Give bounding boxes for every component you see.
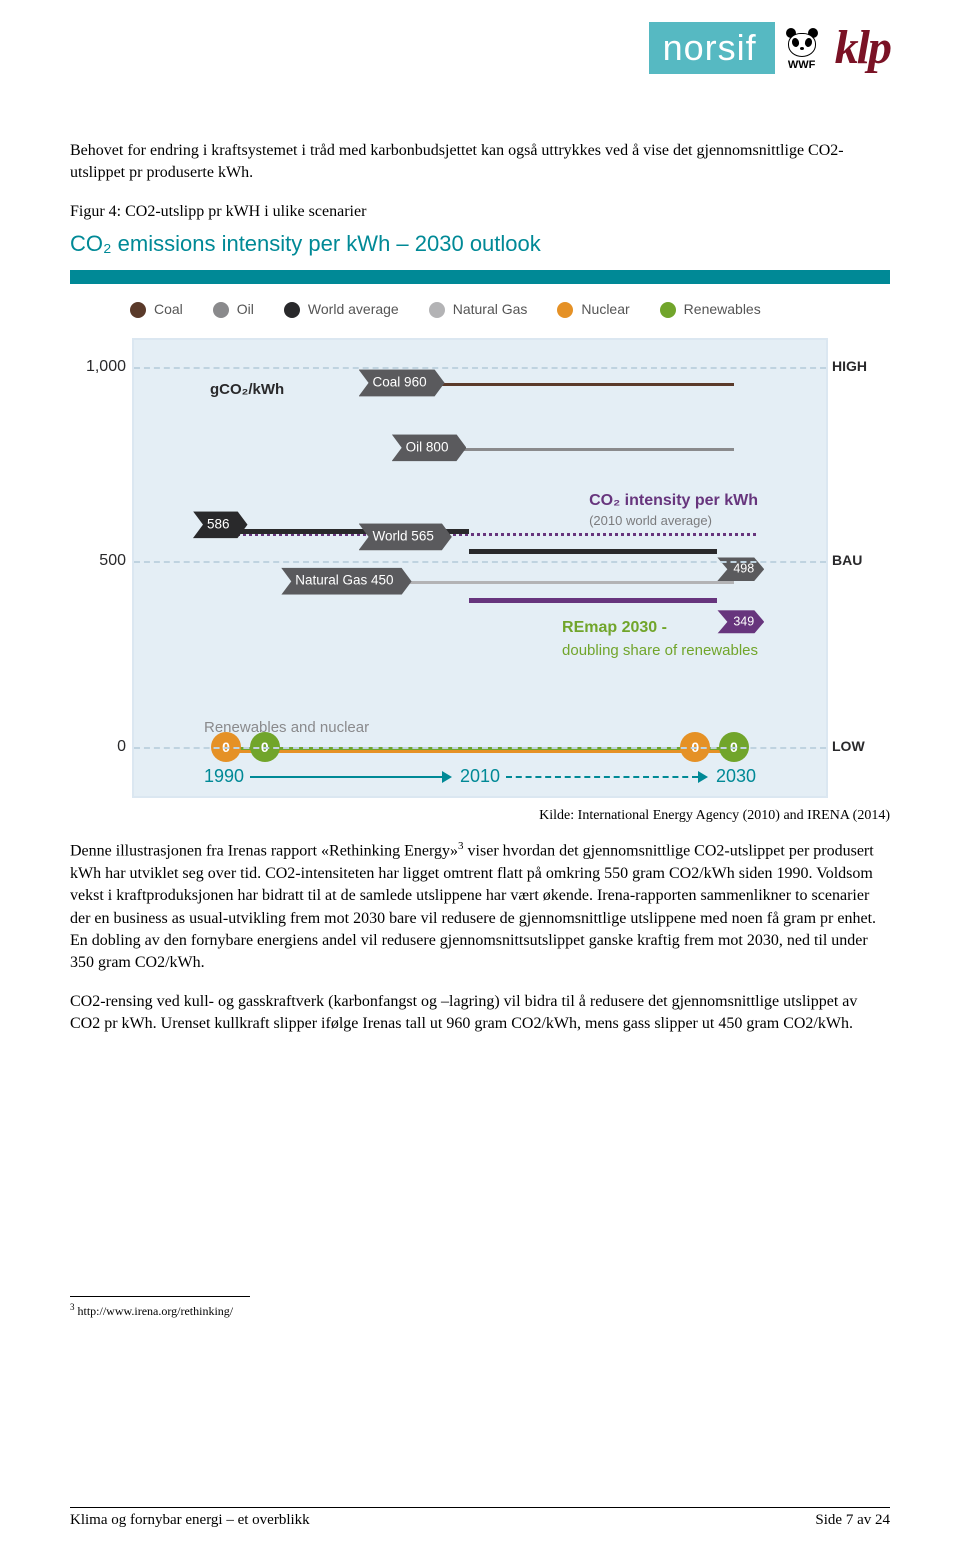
legend-dot-icon bbox=[557, 302, 573, 318]
x-tick: 2010 bbox=[460, 764, 500, 789]
chart-data-chip: World 565 bbox=[359, 523, 452, 550]
legend-label: Oil bbox=[237, 300, 254, 320]
right-axis-label: LOW bbox=[832, 738, 888, 758]
legend-dot-icon bbox=[660, 302, 676, 318]
legend-item: Natural Gas bbox=[429, 300, 528, 320]
chart-line bbox=[458, 448, 734, 451]
legend-label: Renewables bbox=[684, 300, 761, 320]
chart-title: CO₂ emissions intensity per kWh – 2030 o… bbox=[70, 229, 890, 260]
x-tick: 2030 bbox=[716, 764, 756, 789]
legend-item: Oil bbox=[213, 300, 254, 320]
wwf-logo: WWF bbox=[783, 25, 821, 71]
chart-line bbox=[226, 750, 734, 753]
legend-item: Renewables bbox=[660, 300, 761, 320]
y-tick-label: 1,000 bbox=[76, 356, 126, 378]
chart-data-chip: Oil 800 bbox=[392, 434, 467, 461]
chart-line bbox=[469, 598, 717, 603]
co2-intensity-annotation: CO₂ intensity per kWh (2010 world averag… bbox=[589, 490, 758, 531]
chart-data-chip: 586 bbox=[193, 511, 248, 538]
footnote-text: http://www.irena.org/rethinking/ bbox=[75, 1304, 234, 1318]
x-arrow-dashed-icon bbox=[506, 768, 710, 786]
body-paragraph-2: CO2-rensing ved kull- og gasskraftverk (… bbox=[70, 991, 890, 1036]
remap-line2: doubling share of renewables bbox=[562, 640, 758, 661]
legend-label: World average bbox=[308, 300, 399, 320]
wwf-text: WWF bbox=[788, 60, 815, 71]
klp-logo: klp bbox=[829, 24, 890, 72]
page-footer: Klima og fornybar energi – et overblikk … bbox=[70, 1507, 890, 1531]
legend-label: Nuclear bbox=[581, 300, 629, 320]
annot-line2: (2010 world average) bbox=[589, 512, 758, 530]
x-tick: 1990 bbox=[204, 764, 244, 789]
legend-label: Coal bbox=[154, 300, 183, 320]
chart-container: CO₂ emissions intensity per kWh – 2030 o… bbox=[70, 229, 890, 797]
chart-line bbox=[469, 549, 717, 554]
y-tick-label: 0 bbox=[76, 736, 126, 758]
body-paragraph-1: Denne illustrasjonen fra Irenas rapport … bbox=[70, 839, 890, 975]
legend-dot-icon bbox=[284, 302, 300, 318]
header-logos: norsif WWF klp bbox=[649, 22, 890, 74]
para1-part-b: viser hvordan det gjennomsnittlige CO2-u… bbox=[70, 842, 876, 971]
legend-item: Coal bbox=[130, 300, 183, 320]
chart-plot: gCO₂/kWh CO₂ intensity per kWh (2010 wor… bbox=[132, 338, 828, 798]
chart-data-chip: Natural Gas 450 bbox=[281, 568, 411, 595]
chart-legend: Coal Oil World average Natural Gas Nuclear Re… bbox=[70, 284, 890, 338]
x-arrow-solid-icon bbox=[250, 768, 454, 786]
footer-right: Side 7 av 24 bbox=[815, 1510, 890, 1531]
annot-line1: CO₂ intensity per kWh bbox=[589, 490, 758, 512]
legend-dot-icon bbox=[130, 302, 146, 318]
footnote-separator bbox=[70, 1296, 250, 1297]
figure-caption: Figur 4: CO2-utslipp pr kWH i ulike scen… bbox=[70, 201, 890, 223]
legend-dot-icon bbox=[213, 302, 229, 318]
chart-line bbox=[436, 383, 734, 386]
x-axis: 1990 2010 2030 bbox=[204, 764, 756, 789]
chart-line bbox=[403, 581, 734, 584]
y-tick-label: 500 bbox=[76, 550, 126, 572]
y-axis-unit: gCO₂/kWh bbox=[210, 379, 284, 400]
intro-paragraph: Behovet for endring i kraftsystemet i tr… bbox=[70, 140, 890, 185]
para1-part-a: Denne illustrasjonen fra Irenas rapport … bbox=[70, 842, 458, 859]
chart-topbar bbox=[70, 270, 890, 284]
source-line: Kilde: International Energy Agency (2010… bbox=[70, 806, 890, 826]
footnote: 3 http://www.irena.org/rethinking/ bbox=[70, 1301, 890, 1320]
chart-data-chip: Coal 960 bbox=[359, 369, 445, 396]
norsif-logo: norsif bbox=[649, 22, 775, 74]
legend-label: Natural Gas bbox=[453, 300, 528, 320]
right-axis-label: HIGH bbox=[832, 357, 888, 377]
legend-dot-icon bbox=[429, 302, 445, 318]
right-axis-label: BAU bbox=[832, 551, 888, 571]
legend-item: World average bbox=[284, 300, 399, 320]
panda-icon bbox=[783, 25, 821, 59]
legend-item: Nuclear bbox=[557, 300, 629, 320]
footer-left: Klima og fornybar energi – et overblikk bbox=[70, 1510, 310, 1531]
